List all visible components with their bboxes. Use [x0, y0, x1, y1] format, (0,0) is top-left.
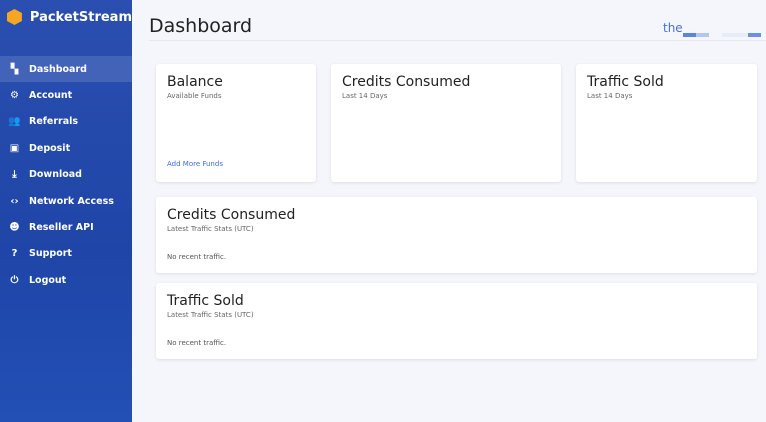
sidebar-item-dashboard[interactable]: ▚ Dashboard	[0, 56, 132, 83]
power-icon: ⏻	[10, 274, 19, 286]
sidebar-item-network-access[interactable]: ‹› Network Access	[0, 188, 132, 214]
main-content: Dashboard the Balance Available Funds Ad…	[132, 0, 766, 422]
header-divider	[149, 40, 766, 41]
logo[interactable]: PacketStream	[0, 0, 132, 34]
sidebar-item-label: Dashboard	[29, 63, 87, 75]
sidebar-item-label: Account	[29, 90, 73, 102]
card-subtitle: Latest Traffic Stats (UTC)	[167, 311, 254, 319]
sidebar-item-reseller-api[interactable]: ☻ Reseller API	[0, 214, 132, 240]
balance-card: Balance Available Funds Add More Funds	[156, 64, 316, 182]
question-icon: ?	[11, 248, 18, 260]
traffic-sold-card: Traffic Sold Last 14 Days	[576, 64, 757, 182]
card-title: Balance	[167, 74, 223, 90]
sidebar-item-download[interactable]: ⤓ Download	[0, 162, 132, 188]
code-icon: ‹›	[10, 195, 19, 207]
card-title: Traffic Sold	[167, 293, 244, 309]
sidebar-item-label: Deposit	[29, 142, 71, 154]
gear-icon: ⚙	[10, 90, 19, 102]
money-icon: ▣	[9, 142, 20, 154]
users-icon: 👥	[8, 116, 21, 128]
card-title: Credits Consumed	[342, 74, 471, 90]
traffic-stats-card: Traffic Sold Latest Traffic Stats (UTC) …	[156, 283, 757, 359]
sidebar-item-deposit[interactable]: ▣ Deposit	[0, 135, 132, 161]
sidebar-item-account[interactable]: ⚙ Account	[0, 82, 132, 108]
face-icon: ☻	[9, 222, 20, 234]
add-funds-link[interactable]: Add More Funds	[167, 160, 223, 168]
page-title: Dashboard	[149, 15, 253, 37]
brand-banner[interactable]: the	[663, 21, 683, 35]
hexagon-logo-icon	[7, 9, 22, 25]
credits-consumed-card: Credits Consumed Last 14 Days	[331, 64, 561, 182]
sidebar-nav: ▚ Dashboard ⚙ Account 👥 Referrals ▣ Deposit ⤓ Dow…	[0, 56, 132, 294]
sidebar-item-referrals[interactable]: 👥 Referrals	[0, 109, 132, 135]
sidebar-item-label: Download	[29, 169, 82, 181]
sidebar-item-label: Network Access	[29, 195, 114, 207]
card-subtitle: Latest Traffic Stats (UTC)	[167, 225, 254, 233]
sidebar: PacketStream ▚ Dashboard ⚙ Account 👥 Referral…	[0, 0, 132, 422]
sidebar-item-logout[interactable]: ⏻ Logout	[0, 267, 132, 293]
card-subtitle: Available Funds	[167, 92, 222, 100]
sidebar-item-support[interactable]: ? Support	[0, 241, 132, 267]
empty-message: No recent traffic.	[167, 339, 227, 347]
download-icon: ⤓	[12, 169, 17, 181]
sidebar-item-label: Support	[29, 248, 72, 260]
card-subtitle: Last 14 Days	[342, 92, 388, 100]
credits-stats-card: Credits Consumed Latest Traffic Stats (U…	[156, 197, 757, 273]
card-title: Traffic Sold	[587, 74, 664, 90]
sidebar-item-label: Referrals	[29, 116, 79, 128]
app-name: PacketStream	[29, 9, 132, 25]
sidebar-item-label: Reseller API	[29, 222, 94, 234]
empty-message: No recent traffic.	[167, 253, 227, 261]
brand-banner-bars	[683, 33, 761, 37]
dashboard-icon: ▚	[10, 63, 19, 75]
sidebar-item-label: Logout	[29, 274, 67, 286]
card-subtitle: Last 14 Days	[587, 92, 633, 100]
card-title: Credits Consumed	[167, 207, 296, 223]
